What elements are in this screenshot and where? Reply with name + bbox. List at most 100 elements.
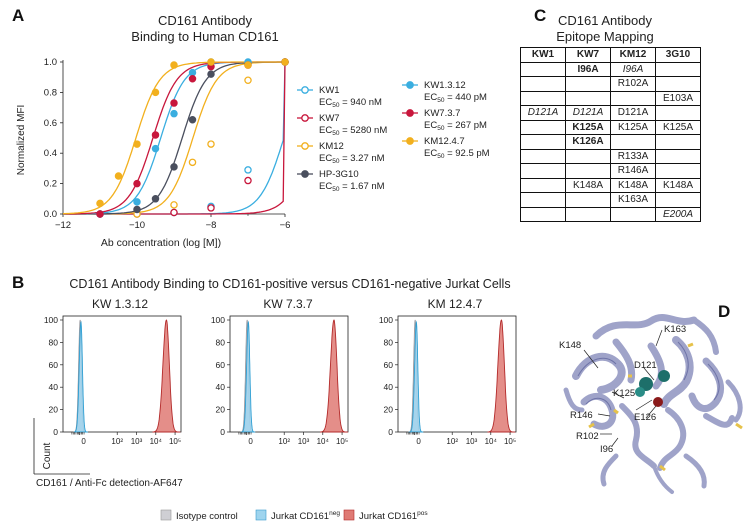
table-cell	[655, 148, 701, 164]
histogram-pos-kw1312	[152, 319, 181, 433]
histogram-frame-kw737	[229, 315, 349, 433]
table-cell: D121A	[565, 105, 611, 121]
data-point-kw1312	[188, 68, 197, 77]
legend-label-pos-text: Jurkat CD161	[359, 511, 417, 522]
legend-ec50-km12: EC50 = 3.27 nM	[319, 153, 385, 165]
table-cell: R102A	[610, 76, 656, 92]
histogram-y-tick-label: 100	[379, 315, 393, 325]
panel-b-title: CD161 Antibody Binding to CD161-positive…	[69, 277, 511, 291]
legend-ec50-kw737: EC50 = 267 pM	[424, 120, 487, 132]
table-cell	[655, 134, 701, 150]
table-cell	[565, 90, 611, 106]
data-point-kw737	[151, 131, 160, 139]
histogram-x-tick-label: 0	[81, 437, 86, 446]
curve-kw737	[63, 61, 285, 215]
histogram-pos-kw737	[319, 319, 348, 433]
binding-chart-points	[96, 58, 289, 218]
legend-label-isotype: Isotype control	[176, 511, 238, 522]
protein-ribbon-detail	[577, 341, 720, 411]
panel-letter-c: C	[534, 6, 547, 25]
panel-letter-a: A	[12, 6, 25, 25]
table-cell	[520, 177, 566, 193]
histogram-y-tick-label: 40	[49, 382, 59, 392]
table-cell	[565, 206, 611, 222]
header-kw7: KW7	[565, 47, 611, 63]
legend-name-kw7: KW7	[319, 113, 340, 124]
table-cell: R146A	[610, 163, 656, 179]
legend-name-km1247: KM12.4.7	[424, 136, 465, 147]
table-cell	[655, 192, 701, 208]
legend-ec50-kw7: EC50 = 5280 nM	[319, 125, 387, 137]
header-3g10: 3G10	[655, 47, 701, 63]
histogram-y-tick-label: 100	[211, 315, 225, 325]
data-point-km1247	[281, 58, 289, 66]
histogram-x-tick-label: 10⁵	[169, 437, 181, 446]
histogram-neg-kw1312	[73, 320, 88, 433]
histogram-y-tick-label: 20	[49, 405, 59, 415]
x-tick-label: −12	[55, 220, 71, 231]
legend-label-neg: Jurkat CD161neg	[271, 510, 340, 522]
table-cell: D121A	[520, 105, 566, 121]
table-row: K163A	[520, 192, 701, 208]
y-tick-label: 0.6	[44, 118, 57, 129]
histogram-pos-km1247	[487, 319, 516, 433]
panel-letter-d: D	[718, 302, 731, 321]
residue-leaders	[583, 329, 663, 447]
histogram-y-tick-label: 80	[384, 337, 394, 347]
legend-name-km12: KM12	[319, 141, 344, 152]
table-cell: K125A	[565, 119, 611, 135]
table-row: K125A K125A K125A	[520, 119, 701, 135]
histogram-xlabel: CD161 / Anti-Fc detection-AF647	[36, 478, 183, 489]
legend-label-neg-sup: neg	[329, 510, 340, 517]
table-cell: K148A	[565, 177, 611, 193]
epitope-mapping-table: KW1 KW7 KM12 3G10 I96A I96A R102A E103A D121…	[520, 47, 701, 222]
binding-curve-chart: −12 −10 −8 −6 0.0 0.2 0.4 0.6 0.8 1.0 Normalized …	[16, 57, 490, 249]
data-point-km1247	[151, 88, 160, 97]
data-point-hp-3g10	[151, 195, 160, 203]
table-cell: I96A	[565, 61, 611, 77]
data-point-kw737	[188, 74, 197, 83]
x-tick-label: −6	[280, 220, 291, 231]
legend-swatch-isotype	[160, 509, 172, 521]
legend-marker-km1247	[406, 137, 414, 145]
residue-label-e126: E126	[634, 412, 656, 423]
binding-chart-curves	[62, 61, 286, 215]
data-point-km1247	[244, 61, 252, 69]
histogram-y-tick-label: 80	[49, 337, 59, 347]
histogram-count-axis-marker	[33, 418, 90, 475]
table-row: I96A I96A	[520, 61, 701, 77]
histogram-y-tick-label: 0	[220, 427, 225, 437]
histogram-x-tick-label: 10⁴	[485, 437, 498, 446]
table-row: D121A D121A D121A	[520, 105, 701, 121]
data-point-hp-3g10	[188, 116, 197, 124]
x-tick-label: −10	[129, 220, 145, 231]
histogram-frame-km1247	[397, 315, 517, 433]
histogram-x-tick-label: 10³	[131, 437, 143, 446]
histogram-y-tick-label: 60	[216, 360, 226, 370]
data-point-km12	[244, 76, 252, 84]
residue-label-r102: R102	[576, 431, 599, 442]
histogram-x-tick-label: 10²	[111, 437, 123, 446]
table-row: R133A	[520, 148, 701, 164]
residue-label-k163: K163	[664, 324, 686, 335]
histogram-y-tick-label: 60	[49, 360, 59, 370]
x-tick-label: −8	[206, 220, 217, 231]
panel-a-title-line2: Binding to Human CD161	[131, 29, 279, 44]
data-point-kw737	[133, 179, 141, 188]
residue-label-k125: K125	[613, 388, 635, 399]
table-cell: R133A	[610, 148, 656, 164]
histogram-x-tick-label: 10²	[278, 437, 290, 446]
legend-ec50-kw1: EC50 = 940 nM	[319, 97, 382, 109]
table-row: K126A	[520, 134, 701, 150]
legend-name-hp-3g10: HP-3G10	[319, 169, 359, 180]
histogram-x-tick-label: 10⁴	[150, 437, 163, 446]
panel-a-title-line1: CD161 Antibody	[158, 13, 252, 28]
histogram-isotype-kw1312	[72, 319, 87, 433]
residue-highlights	[588, 342, 743, 472]
data-point-km1247	[133, 140, 141, 148]
table-cell: K126A	[565, 134, 611, 150]
data-point-hp-3g10	[170, 163, 178, 171]
protein-ribbon	[563, 313, 743, 494]
y-tick-label: 1.0	[44, 57, 57, 68]
table-cell	[565, 76, 611, 92]
